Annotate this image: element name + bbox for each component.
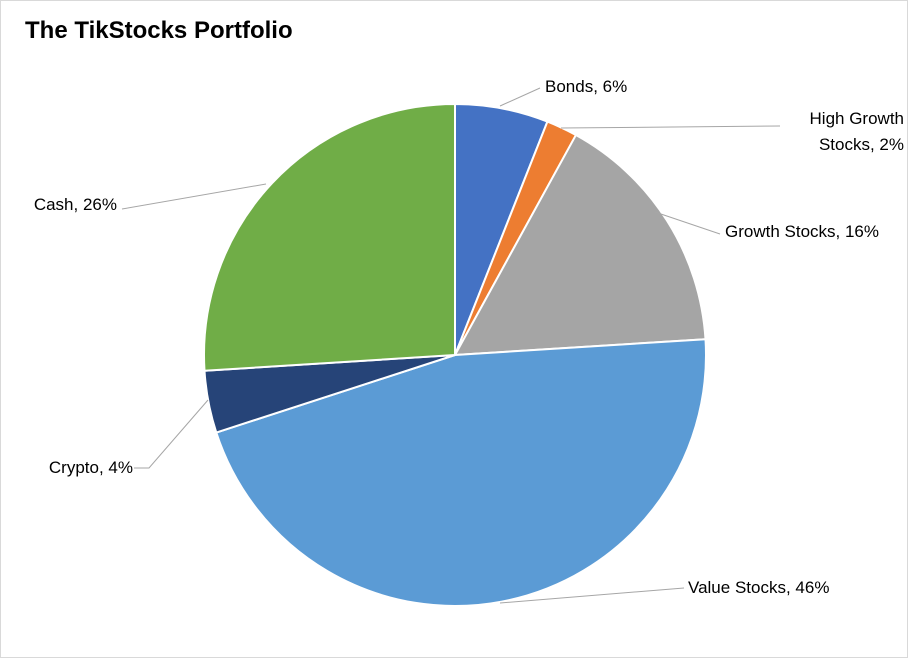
pie-slice-cash (203, 103, 456, 372)
leader-line-cash (121, 183, 267, 210)
pie-slices (203, 103, 707, 607)
chart-title: The TikStocks Portfolio (25, 17, 293, 44)
data-labels: Bonds, 6% High Growth Stocks, 2% Growth Sto… (34, 77, 904, 597)
leader-line-value-stocks (499, 587, 685, 604)
leader-line-bonds (499, 87, 541, 107)
pie-slice-value-stocks (215, 338, 707, 607)
leader-line-crypto (134, 399, 209, 469)
data-label-value-stocks: Value Stocks, 46% (688, 578, 829, 597)
leader-line-growth-stocks (654, 211, 721, 235)
data-label-bonds: Bonds, 6% (545, 77, 627, 96)
data-label-growth-stocks: Growth Stocks, 16% (725, 222, 879, 241)
data-label-crypto: Crypto, 4% (49, 458, 133, 477)
leader-line-high-growth-stocks (560, 125, 781, 129)
data-label-cash: Cash, 26% (34, 195, 117, 214)
data-label-high-growth-stocks: High Growth Stocks, 2% (810, 109, 904, 154)
pie-slice-growth-stocks (454, 134, 707, 356)
leader-lines (121, 87, 781, 604)
